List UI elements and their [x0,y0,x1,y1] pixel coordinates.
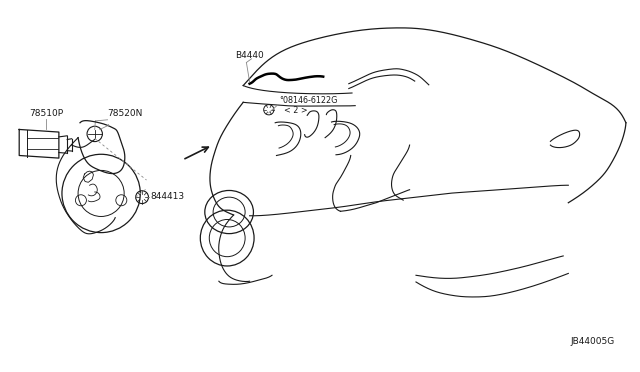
Text: B4440: B4440 [236,51,264,60]
Text: < 2 >: < 2 > [284,106,308,115]
Text: 78520N: 78520N [108,109,143,118]
Text: °08146-6122G: °08146-6122G [279,96,337,105]
Text: 844413: 844413 [150,192,184,201]
Text: 78510P: 78510P [29,109,63,118]
Text: JB44005G: JB44005G [570,337,614,346]
